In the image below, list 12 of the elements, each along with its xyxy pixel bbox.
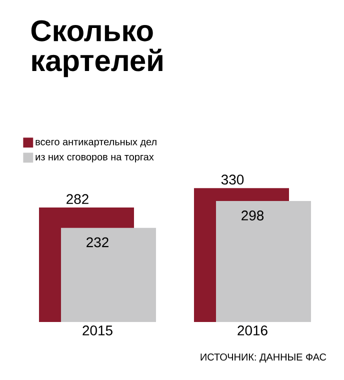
text: ИСТОЧНИК: ДАННЫЕ ФАС [200,354,326,362]
legend-label: из них сговоров на торгах [36,154,154,162]
data-label: 282 [66,194,88,204]
data-label: 298 [242,210,264,220]
bar [61,228,156,322]
x-tick-label: 2016 [238,326,268,336]
chart-title: Сколько картелей [31,20,162,78]
data-label: 330 [221,174,244,185]
bar [216,201,312,322]
x-tick-label: 2015 [82,326,112,336]
legend-label: всего антикартельных дел [36,140,156,148]
data-label: 232 [86,237,108,248]
